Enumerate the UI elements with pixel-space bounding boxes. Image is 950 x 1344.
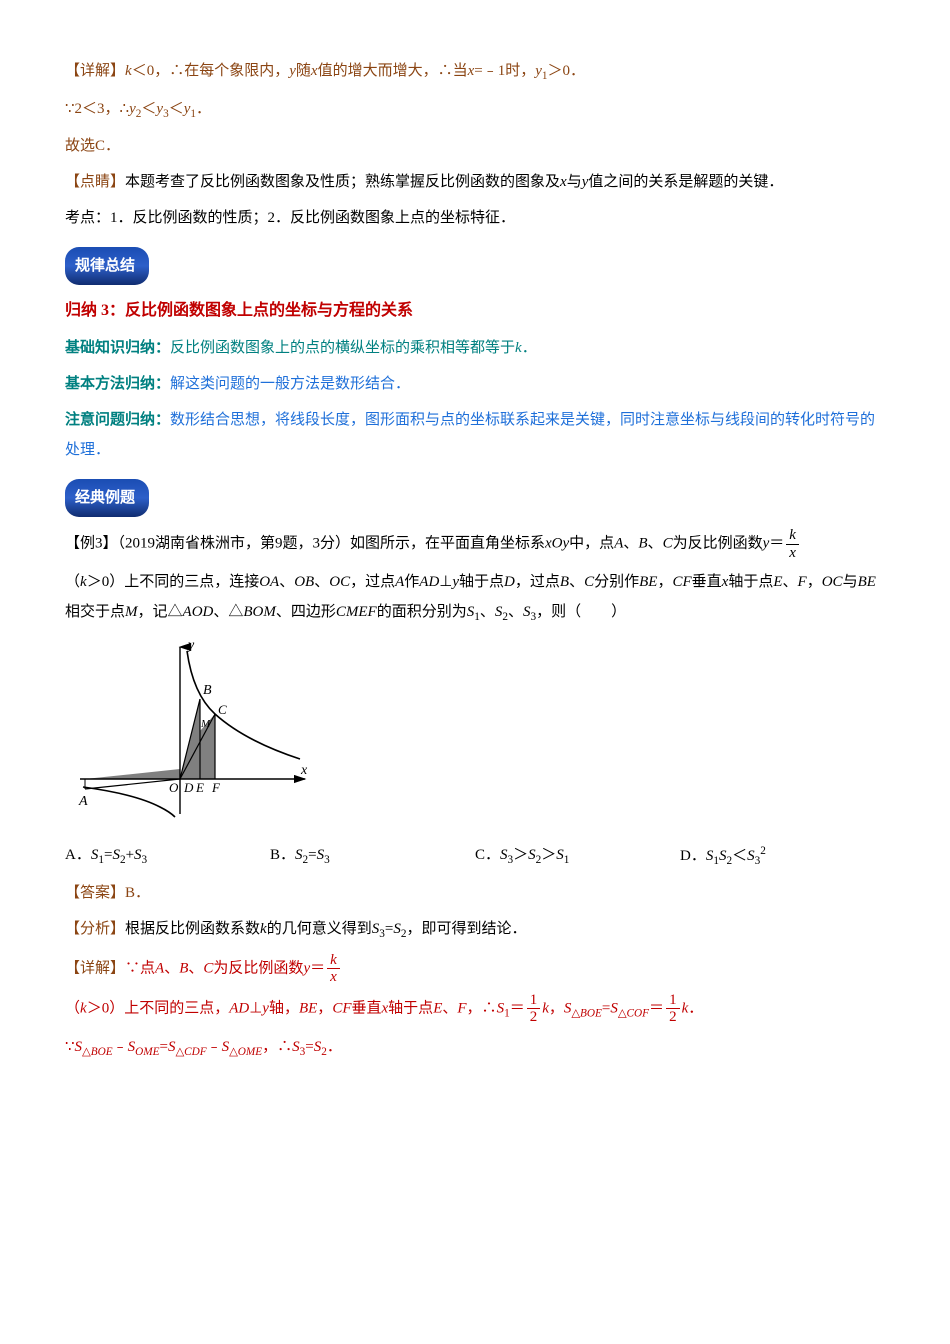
label-M: M [200,718,211,730]
coordinate-diagram: y x O A B C D E F M [75,639,885,830]
half1-num: 1 [527,992,541,1010]
basic-knowledge: 基础知识归纳：反比例函数图象上的点的横纵坐标的乘积相等都等于k． [65,333,885,363]
option-D: D．S1S2＜S32 [680,840,885,873]
half2-num: 1 [666,992,680,1010]
attention: 注意问题归纳：数形结合思想，将线段长度，图形面积与点的坐标联系起来是关键，同时注… [65,405,885,465]
analysis: 【分析】根据反比例函数系数k的几何意义得到S3=S2，即可得到结论． [65,914,885,946]
basic-method: 基本方法归纳：解这类问题的一般方法是数形结合． [65,369,885,399]
kaodian: 考点：1．反比例函数的性质；2．反比例函数图象上点的坐标特征． [65,203,885,233]
analysis-lead: 【分析】 [65,921,125,937]
frac-k-den: x [786,545,799,562]
answer: 【答案】B． [65,878,885,908]
option-C: C．S3＞S2＞S1 [475,840,680,873]
answer-body: B． [125,885,150,901]
basic-method-body: 解这类问题的一般方法是数形结合． [170,376,410,392]
label-C: C [218,702,227,717]
badge-rule-summary: 规律总结 [65,247,149,285]
half2-den: 2 [666,1009,680,1026]
frac2-num: k [327,952,340,970]
label-E: E [195,780,204,795]
half1-den: 2 [527,1009,541,1026]
dianjing: 【点睛】本题考查了反比例函数图象及性质；熟练掌握反比例函数的图象及x与y值之间的… [65,167,885,197]
curve-q3 [83,787,175,817]
options-row: A．S1=S2+S3 B．S2=S3 C．S3＞S2＞S1 D．S1S2＜S32 [65,840,885,873]
detail-2-line2: （k＞0）上不同的三点，AD⊥y轴，BE，CF垂直x轴于点E、F，∴S1＝12k… [65,992,885,1026]
detail-1: 【详解】k＜0，∴在每个象限内，y随x值的增大而增大，∴当x=﹣1时，y1＞0． [65,56,885,88]
compare-line: ∵2＜3，∴y2＜y3＜y1． [65,94,885,126]
guina-title: 归纳 3：反比例函数图象上点的坐标与方程的关系 [65,295,885,327]
answer-lead: 【答案】 [65,885,125,901]
label-y: y [186,639,195,653]
basic-method-lead: 基本方法归纳： [65,376,170,392]
attention-body: 数形结合思想，将线段长度，图形面积与点的坐标联系起来是关键，同时注意坐标与线段间… [65,412,875,458]
label-B: B [203,683,212,698]
label-D: D [183,780,194,795]
attention-lead: 注意问题归纳： [65,412,170,428]
detail-1-lead: 【详解】 [65,63,125,79]
basic-knowledge-lead: 基础知识归纳： [65,340,170,356]
detail-2-lead: 【详解】 [65,960,125,976]
option-A: A．S1=S2+S3 [65,840,270,873]
badge-example: 经典例题 [65,479,149,517]
option-B: B．S2=S3 [270,840,475,873]
frac-k-num: k [786,527,799,545]
label-O: O [169,780,179,795]
label-x: x [300,763,308,778]
detail-2-line1: 【详解】∵点A、B、C为反比例函数y＝kx [65,952,885,986]
example-3-stem: 【例3】（2019湖南省株洲市，第9题，3分）如图所示，在平面直角坐标系xOy中… [65,527,885,561]
dianjing-lead: 【点睛】 [65,174,125,190]
label-A: A [78,794,88,809]
example-3-line2: （k＞0）上不同的三点，连接OA、OB、OC，过点A作AD⊥y轴于点D，过点B、… [65,567,885,629]
basic-knowledge-body: 反比例函数图象上的点的横纵坐标的乘积相等都等于k． [170,340,537,356]
dianjing-body: 本题考查了反比例函数图象及性质；熟练掌握反比例函数的图象及x与y值之间的关系是解… [125,174,783,190]
frac2-den: x [327,969,340,986]
label-F: F [211,780,221,795]
detail-2-line3: ∵S△BOE﹣SOME=S△CDF﹣S△OME，∴S3=S2． [65,1032,885,1064]
choose-c: 故选C． [65,131,885,161]
analysis-body: 根据反比例函数系数k的几何意义得到S3=S2，即可得到结论． [125,921,526,937]
triangle-aod [85,769,180,779]
